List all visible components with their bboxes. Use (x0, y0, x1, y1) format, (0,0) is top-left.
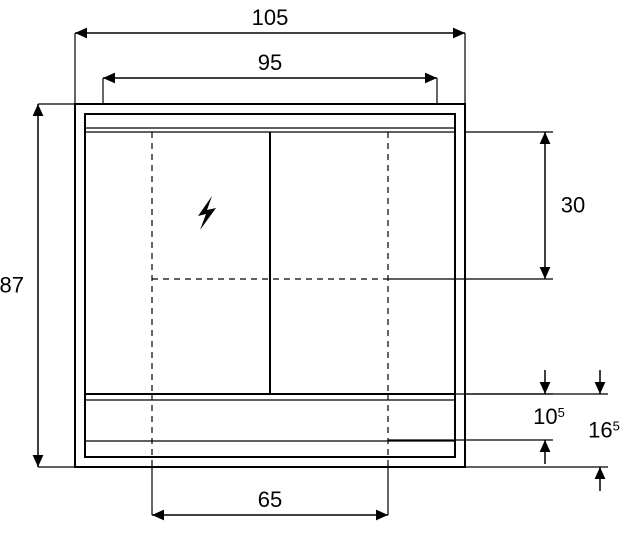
svg-text:87: 87 (0, 273, 24, 298)
technical-drawing: 105 95 87 65 30 105 165 (0, 0, 627, 541)
dim-10-5: 105 (533, 404, 565, 429)
electrical-symbol (198, 196, 216, 230)
svg-text:95: 95 (258, 50, 282, 75)
svg-text:30: 30 (561, 193, 585, 218)
cabinet-front (75, 104, 465, 467)
dim-16-5: 165 (588, 418, 620, 443)
svg-text:105: 105 (252, 5, 289, 30)
svg-text:65: 65 (258, 487, 282, 512)
